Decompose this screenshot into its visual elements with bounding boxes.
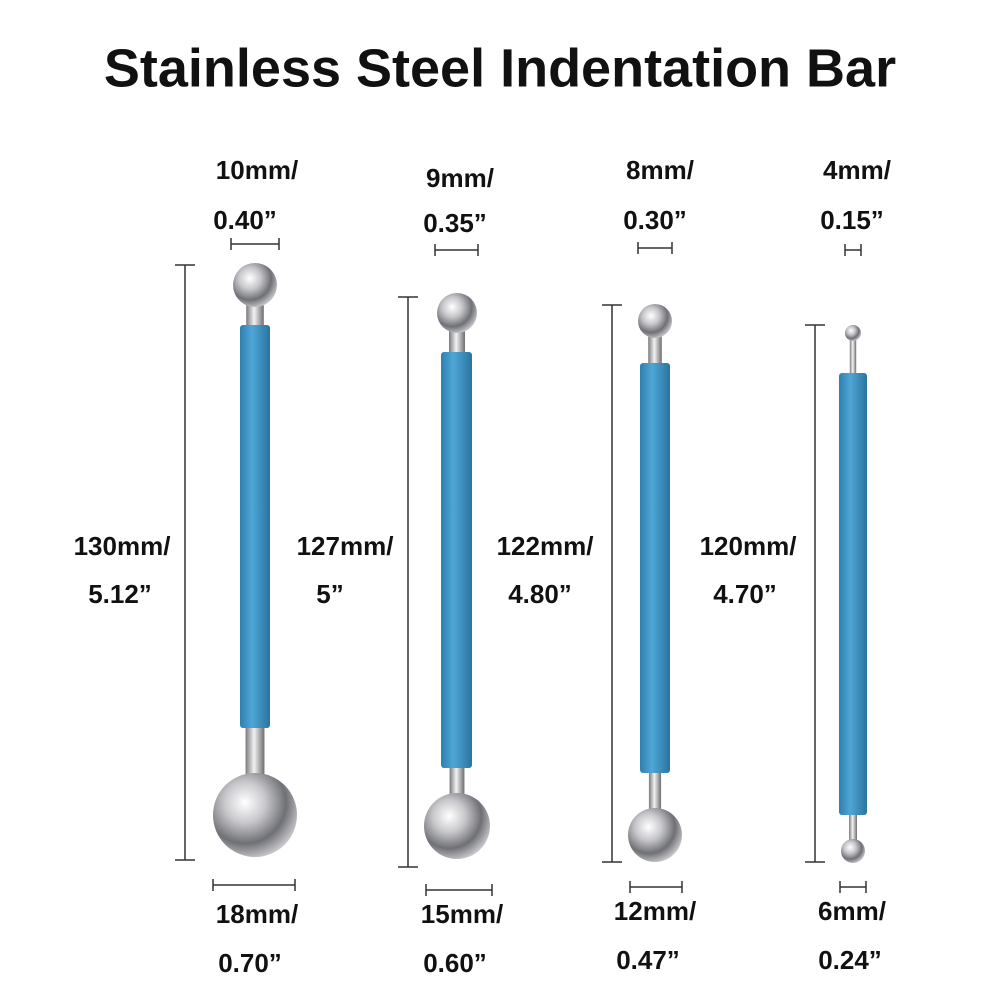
- steel-ball: [233, 263, 277, 307]
- length-label: 120mm/: [700, 531, 797, 561]
- top-label: 0.15”: [820, 205, 884, 235]
- top-label: 0.30”: [623, 205, 687, 235]
- handle: [441, 352, 472, 768]
- steel-ball: [437, 293, 477, 333]
- top-label: 0.35”: [423, 208, 487, 238]
- length-label: 5”: [316, 579, 343, 609]
- handle: [640, 363, 670, 773]
- bottom-label: 0.24”: [818, 945, 882, 975]
- bottom-label: 0.70”: [218, 948, 282, 978]
- length-label: 127mm/: [297, 531, 394, 561]
- bottom-label: 6mm/: [818, 896, 886, 926]
- steel-ball: [845, 325, 861, 341]
- length-label: 4.80”: [508, 579, 572, 609]
- steel-shaft: [849, 333, 857, 377]
- top-label: 9mm/: [426, 163, 494, 193]
- handle: [839, 373, 867, 815]
- top-label: 10mm/: [216, 155, 298, 185]
- steel-ball: [424, 793, 490, 859]
- top-label: 8mm/: [626, 155, 694, 185]
- handle: [240, 325, 270, 728]
- length-label: 5.12”: [88, 579, 152, 609]
- steel-ball: [628, 808, 682, 862]
- length-label: 4.70”: [713, 579, 777, 609]
- bottom-label: 0.47”: [616, 945, 680, 975]
- steel-ball: [841, 839, 865, 863]
- steel-shaft: [849, 811, 857, 847]
- top-label: 0.40”: [213, 205, 277, 235]
- bottom-label: 15mm/: [421, 899, 503, 929]
- length-label: 122mm/: [497, 531, 594, 561]
- bottom-label: 18mm/: [216, 899, 298, 929]
- length-label: 130mm/: [74, 531, 171, 561]
- steel-ball: [638, 304, 672, 338]
- top-label: 4mm/: [823, 155, 891, 185]
- title: Stainless Steel Indentation Bar: [104, 38, 896, 98]
- bottom-label: 12mm/: [614, 896, 696, 926]
- bottom-label: 0.60”: [423, 948, 487, 978]
- steel-ball: [213, 773, 297, 857]
